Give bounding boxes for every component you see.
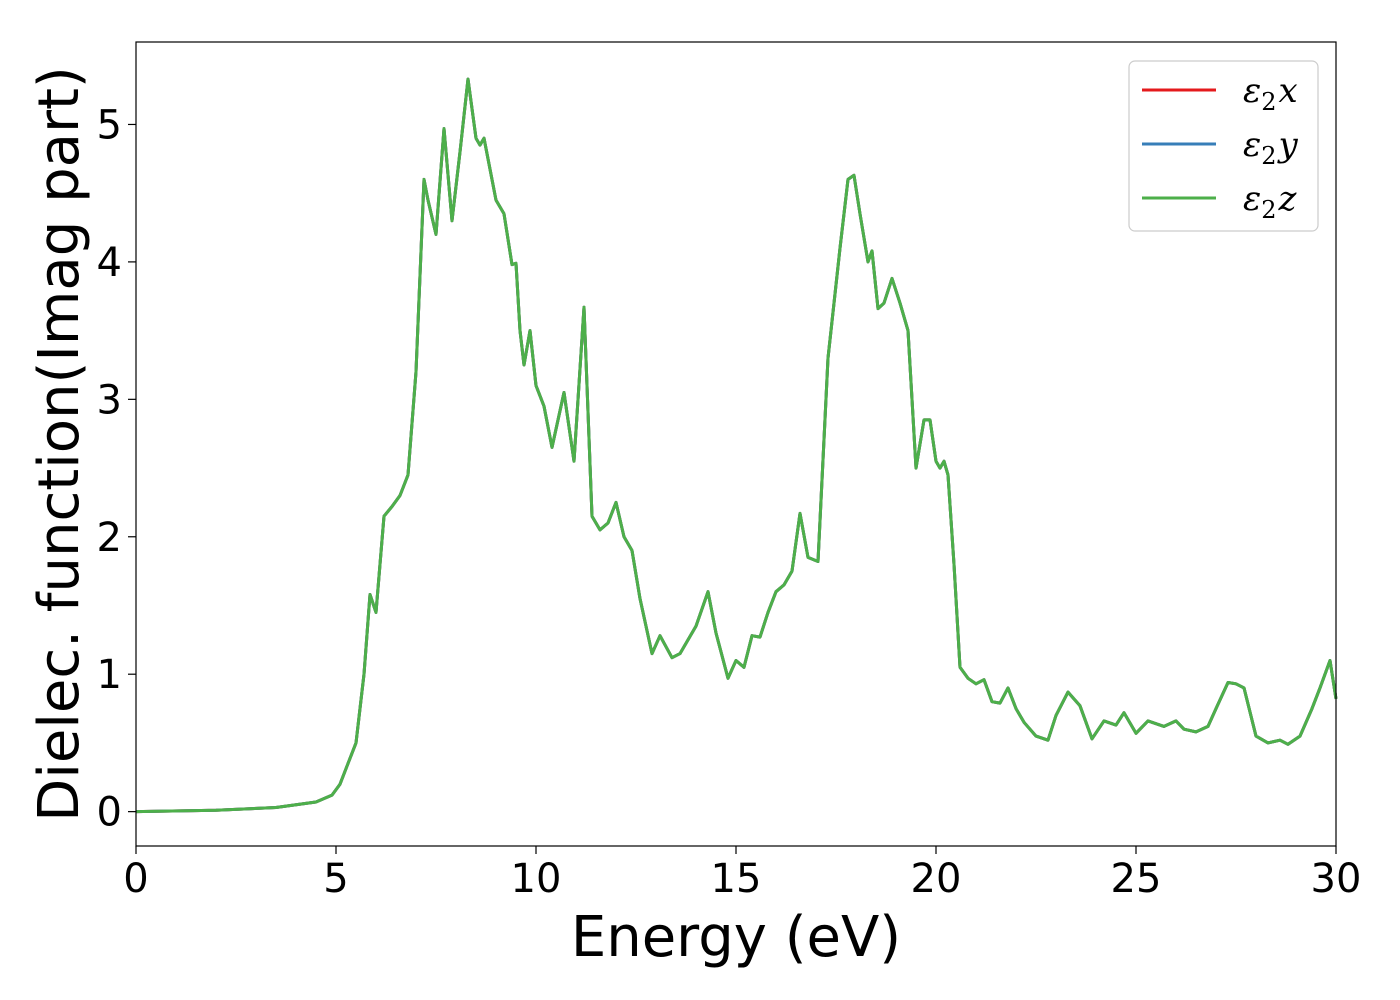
legend: ε2x ε2y ε2z xyxy=(1128,60,1319,232)
y-axis-label: Dielec. function(Imag part) xyxy=(27,66,92,822)
legend-label-z: ε2z xyxy=(1243,179,1298,224)
y-tick-label: 2 xyxy=(97,515,122,561)
x-tick-label: 25 xyxy=(1111,856,1162,902)
legend-label-x: ε2x xyxy=(1243,71,1298,116)
x-tick-label: 20 xyxy=(911,856,962,902)
y-tick-label: 4 xyxy=(97,240,122,286)
x-tick-label: 0 xyxy=(123,856,148,902)
x-axis-ticks: 0 5 10 15 20 25 30 xyxy=(123,846,1361,902)
x-tick-label: 30 xyxy=(1311,856,1362,902)
x-tick-label: 15 xyxy=(711,856,762,902)
y-tick-label: 3 xyxy=(97,377,122,423)
x-axis-label: Energy (eV) xyxy=(571,905,901,970)
y-tick-label: 1 xyxy=(97,652,122,698)
series-lines xyxy=(135,77,1338,814)
y-tick-label: 0 xyxy=(97,790,122,836)
y-axis-ticks: 0 1 2 3 4 5 xyxy=(97,102,136,836)
x-tick-label: 10 xyxy=(511,856,562,902)
x-tick-label: 5 xyxy=(323,856,348,902)
legend-box xyxy=(1128,60,1319,232)
series-line-z xyxy=(135,77,1338,814)
legend-label-y: ε2y xyxy=(1243,125,1299,170)
y-tick-label: 5 xyxy=(97,102,122,148)
